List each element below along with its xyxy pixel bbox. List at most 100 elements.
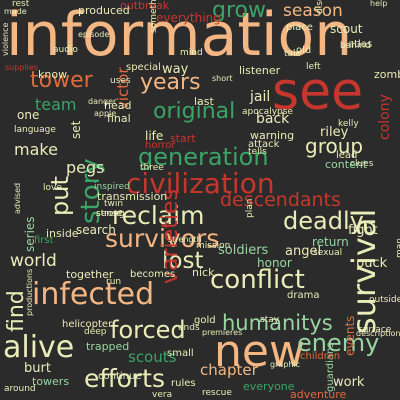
- cloud-word: drama: [287, 290, 320, 301]
- cloud-word: transmission: [97, 190, 168, 203]
- cloud-word: tells: [248, 147, 267, 157]
- cloud-word: becomes: [130, 269, 176, 280]
- cloud-word: twin: [104, 199, 124, 209]
- cloud-word: everyone: [243, 380, 295, 393]
- cloud-word: forced: [110, 316, 186, 344]
- cloud-word: efforts: [84, 364, 166, 393]
- cloud-word: inside: [46, 227, 79, 240]
- cloud-word: events: [343, 315, 357, 356]
- cloud-word: group: [305, 134, 364, 158]
- cloud-word: start: [170, 132, 196, 145]
- cloud-word: run: [106, 277, 122, 287]
- cloud-word: angel: [285, 244, 322, 259]
- cloud-word: everything: [156, 11, 221, 25]
- cloud-word: rescue: [202, 388, 232, 398]
- cloud-word: sexual: [313, 248, 343, 258]
- cloud-word: something: [149, 0, 159, 33]
- cloud-word: puck: [356, 256, 388, 271]
- cloud-word: together: [66, 268, 114, 281]
- cloud-word: inspired: [94, 182, 130, 192]
- cloud-word: make: [14, 140, 58, 159]
- cloud-word: work: [333, 375, 365, 390]
- cloud-word: know: [38, 68, 68, 81]
- cloud-word: first: [34, 235, 54, 246]
- cloud-word: attack: [248, 139, 280, 150]
- cloud-word: generation: [138, 143, 269, 171]
- cloud-word: humanitys: [222, 311, 333, 335]
- cloud-word: surface: [358, 325, 392, 335]
- cloud-word: descriptions: [356, 329, 400, 338]
- cloud-word: danger: [88, 97, 117, 106]
- cloud-word: towers: [32, 375, 70, 388]
- cloud-word: lost: [162, 248, 204, 274]
- cloud-word: return: [312, 235, 349, 249]
- cloud-word: conflict: [210, 265, 305, 295]
- cloud-word: help: [370, 0, 388, 8]
- cloud-word: supplies: [5, 63, 38, 72]
- cloud-word: man: [395, 238, 400, 258]
- cloud-word: years: [140, 70, 201, 95]
- cloud-word: listener: [239, 64, 281, 77]
- cloud-word: strength: [168, 235, 202, 244]
- cloud-word: tower: [30, 68, 93, 93]
- cloud-word: lead: [336, 150, 358, 161]
- cloud-word: horror: [145, 140, 176, 151]
- cloud-word: riley: [320, 125, 349, 140]
- cloud-word: jail: [250, 89, 271, 105]
- cloud-word: grow: [212, 0, 266, 23]
- cloud-word: clues: [350, 159, 374, 169]
- cloud-word: season: [283, 1, 343, 21]
- cloud-word: pegs: [66, 158, 105, 177]
- cloud-word: head: [104, 99, 132, 112]
- cloud-word: small: [167, 348, 194, 359]
- cloud-word: last: [194, 95, 214, 108]
- cloud-word: special: [126, 62, 161, 73]
- cloud-word: warning: [250, 129, 295, 142]
- cloud-word: infected: [32, 277, 155, 312]
- cloud-word: advised: [13, 182, 22, 214]
- cloud-word: soldiers: [218, 243, 269, 258]
- cloud-word: information: [6, 0, 353, 70]
- cloud-word: continue: [98, 371, 142, 382]
- cloud-word: productions: [25, 268, 34, 316]
- cloud-word: mind: [180, 48, 203, 58]
- cloud-word: rest: [12, 0, 30, 9]
- cloud-word: three: [140, 163, 164, 173]
- cloud-word: world: [10, 251, 57, 271]
- cloud-word: scouts: [128, 348, 177, 366]
- cloud-word: short: [212, 74, 233, 83]
- cloud-word: stay: [260, 315, 280, 325]
- cloud-word: final: [107, 112, 131, 125]
- cloud-word: deadly: [283, 207, 364, 235]
- cloud-word: gold: [194, 315, 216, 326]
- cloud-word: plan: [245, 198, 255, 218]
- cloud-word: civilization: [126, 167, 275, 200]
- cloud-word: sense: [96, 209, 123, 219]
- cloud-word: audio: [53, 45, 78, 55]
- cloud-word: premieres: [202, 328, 243, 337]
- cloud-word: life: [145, 129, 164, 143]
- cloud-word: reclaim: [112, 201, 205, 230]
- cloud-word: zombies: [374, 68, 400, 81]
- cloud-word: content: [325, 158, 368, 171]
- cloud-word: apocalypse: [242, 107, 293, 117]
- cloud-word: outbreak: [120, 0, 170, 12]
- cloud-word: new: [214, 326, 305, 377]
- cloud-word: way: [162, 62, 189, 77]
- cloud-word: behind: [340, 41, 371, 51]
- cloud-word: deep: [84, 327, 107, 337]
- cloud-word: episode: [78, 30, 110, 39]
- cloud-word: left: [306, 62, 321, 72]
- cloud-word: place: [286, 22, 313, 33]
- cloud-word: strong: [96, 209, 125, 219]
- cloud-word: nick: [192, 266, 215, 279]
- cloud-word: produced: [78, 4, 130, 17]
- cloud-word: original: [153, 99, 236, 124]
- cloud-word: language: [14, 125, 56, 135]
- cloud-word: colony: [377, 94, 393, 140]
- cloud-word: team: [35, 95, 77, 114]
- cloud-word: set: [69, 120, 83, 139]
- cloud-word: chapter: [200, 361, 258, 379]
- cloud-word: enemy: [297, 329, 380, 357]
